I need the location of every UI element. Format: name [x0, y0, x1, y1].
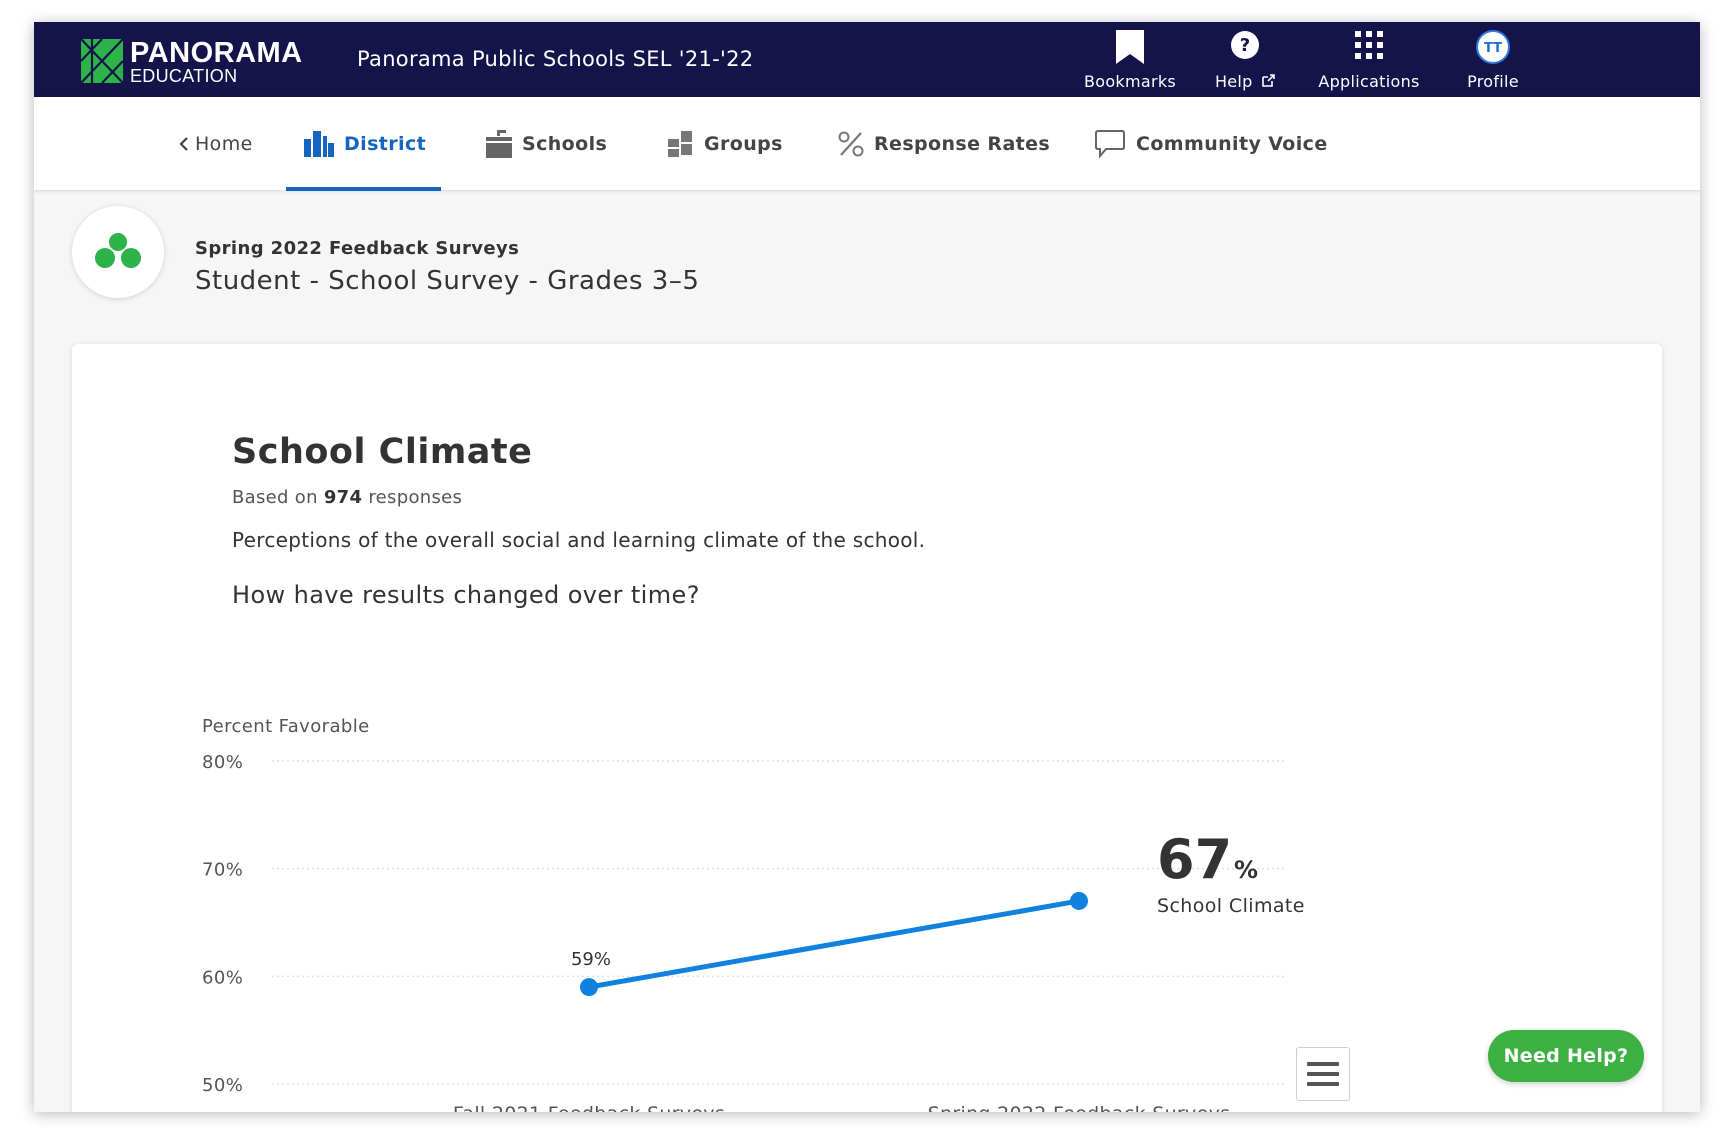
applications-label: Applications: [1318, 72, 1420, 91]
help-label: Help: [1200, 72, 1290, 91]
y-tick-label: 70%: [202, 860, 243, 881]
hamburger-icon: [1307, 1062, 1339, 1066]
tab-community-voice[interactable]: Community Voice: [1094, 97, 1328, 191]
profile-label: Profile: [1467, 72, 1519, 91]
tab-district[interactable]: District: [285, 97, 442, 191]
app-title: Panorama Public Schools SEL '21-'22: [357, 47, 754, 71]
brand-name: PANORAMA: [130, 37, 303, 69]
survey-badge: [72, 206, 164, 298]
tab-community-voice-label: Community Voice: [1136, 133, 1328, 155]
need-help-button[interactable]: Need Help?: [1488, 1030, 1644, 1082]
brand-subtitle: EDUCATION: [130, 66, 238, 86]
response-count-value: 974: [323, 487, 363, 508]
avatar: TT: [1476, 30, 1510, 64]
chart-menu-button[interactable]: [1296, 1047, 1350, 1101]
tab-response-rates[interactable]: Response Rates: [838, 97, 1050, 191]
tab-schools[interactable]: Schools: [486, 97, 607, 191]
survey-logo-icon: [95, 233, 141, 268]
tab-schools-label: Schools: [522, 133, 608, 155]
y-tick-label: 60%: [202, 967, 243, 988]
tab-response-rates-label: Response Rates: [874, 133, 1051, 155]
data-point: [580, 978, 598, 997]
latest-series-label: School Climate: [1157, 895, 1305, 917]
external-link-icon: [1262, 74, 1275, 87]
tab-district-label: District: [344, 133, 427, 155]
x-tick-label: Spring 2022 Feedback Surveys: [928, 1103, 1231, 1112]
apps-grid-icon: [1355, 31, 1383, 59]
chart-question: How have results changed over time?: [232, 581, 700, 609]
tab-groups-label: Groups: [704, 133, 783, 155]
results-card: School Climate Based on 974 responses Pe…: [72, 344, 1662, 1112]
bookmarks-button[interactable]: Bookmarks: [1070, 28, 1190, 94]
bookmarks-label: Bookmarks: [1083, 72, 1177, 91]
panorama-logo[interactable]: PANORAMA EDUCATION: [80, 37, 340, 86]
top-bar: PANORAMA EDUCATION Panorama Public Schoo…: [34, 22, 1700, 97]
data-label: 59%: [571, 949, 611, 970]
topic-description: Perceptions of the overall social and le…: [232, 528, 926, 552]
profile-button[interactable]: TT Profile: [1448, 28, 1538, 94]
home-label: Home: [195, 133, 253, 155]
y-tick-label: 50%: [202, 1075, 243, 1096]
survey-period: Spring 2022 Feedback Surveys: [195, 238, 520, 259]
survey-title: Student - School Survey - Grades 3–5: [195, 266, 700, 296]
schools-icon: [486, 130, 512, 158]
applications-button[interactable]: Applications: [1294, 28, 1444, 94]
speech-bubble-icon: [1095, 130, 1125, 159]
y-axis-label: Percent Favorable: [202, 716, 370, 737]
latest-value-unit: %: [1234, 856, 1258, 884]
percent-icon: [838, 131, 864, 157]
topic-title: School Climate: [232, 432, 533, 472]
x-tick-label: Fall 2021 Feedback Surveys: [453, 1103, 725, 1112]
app-window: PANORAMA EDUCATION Panorama Public Schoo…: [34, 22, 1700, 1112]
trend-chart: Percent Favorable 80% 70% 60% 50% Fall 2021 F…: [202, 716, 1305, 1112]
series-line: [586, 898, 1082, 990]
response-count: Based on 974 responses: [232, 487, 463, 508]
home-link[interactable]: Home: [179, 97, 253, 191]
help-icon: ?: [1231, 31, 1259, 59]
panorama-logo-icon: [80, 38, 124, 84]
latest-value: 67: [1157, 828, 1232, 891]
data-point: [1070, 891, 1088, 910]
y-tick-label: 80%: [202, 752, 243, 773]
tab-groups[interactable]: Groups: [668, 97, 783, 191]
svg-text:?: ?: [1240, 35, 1250, 56]
district-icon: [304, 131, 334, 157]
section-nav: Home District Schoo: [34, 97, 1700, 191]
groups-icon: [668, 131, 692, 157]
help-link[interactable]: ? Help: [1200, 28, 1290, 94]
bookmark-icon: [1116, 30, 1144, 64]
chevron-left-icon: [179, 137, 188, 151]
